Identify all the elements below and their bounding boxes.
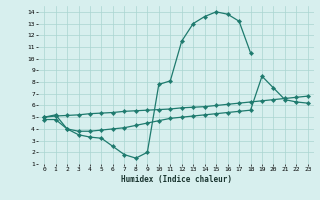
X-axis label: Humidex (Indice chaleur): Humidex (Indice chaleur) — [121, 175, 231, 184]
